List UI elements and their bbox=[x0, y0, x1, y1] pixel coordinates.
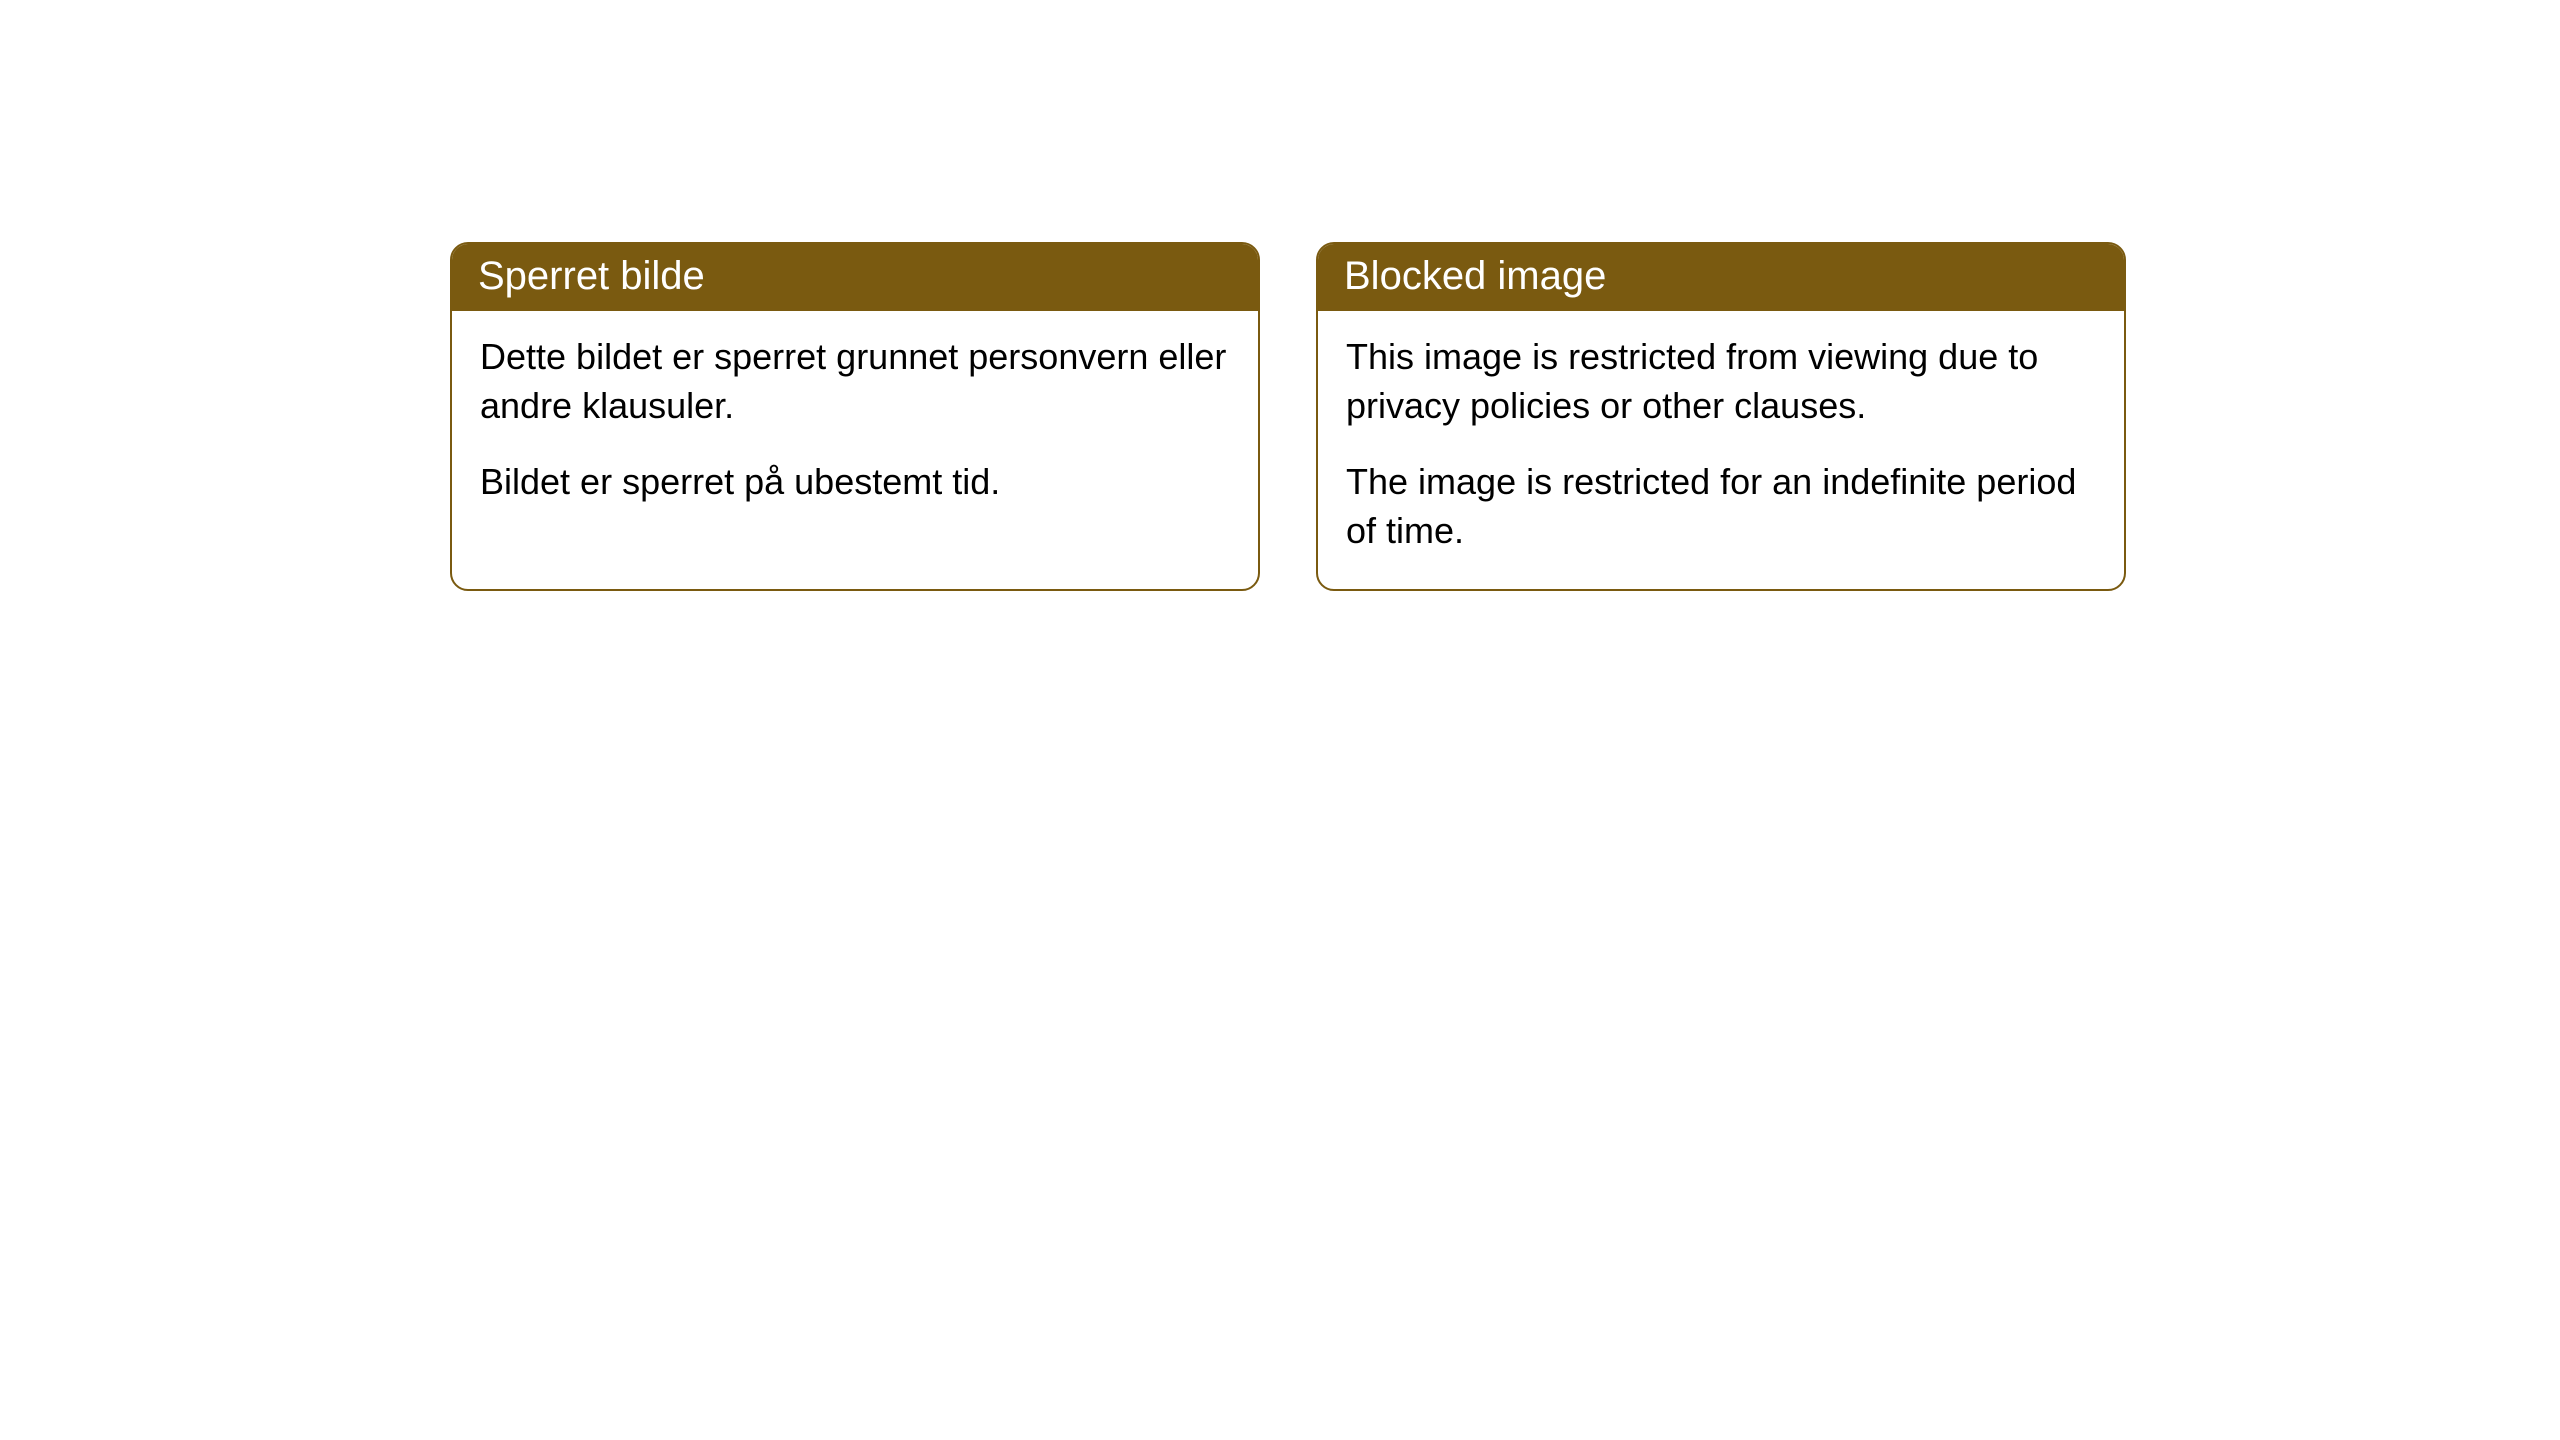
card-paragraph: Bildet er sperret på ubestemt tid. bbox=[480, 458, 1230, 507]
card-title-no: Sperret bilde bbox=[452, 244, 1258, 311]
card-paragraph: This image is restricted from viewing du… bbox=[1346, 333, 2096, 430]
card-body-no: Dette bildet er sperret grunnet personve… bbox=[452, 311, 1258, 541]
card-title-en: Blocked image bbox=[1318, 244, 2124, 311]
card-paragraph: The image is restricted for an indefinit… bbox=[1346, 458, 2096, 555]
card-container: Sperret bilde Dette bildet er sperret gr… bbox=[0, 0, 2560, 591]
blocked-image-card-no: Sperret bilde Dette bildet er sperret gr… bbox=[450, 242, 1260, 591]
card-paragraph: Dette bildet er sperret grunnet personve… bbox=[480, 333, 1230, 430]
blocked-image-card-en: Blocked image This image is restricted f… bbox=[1316, 242, 2126, 591]
card-body-en: This image is restricted from viewing du… bbox=[1318, 311, 2124, 589]
